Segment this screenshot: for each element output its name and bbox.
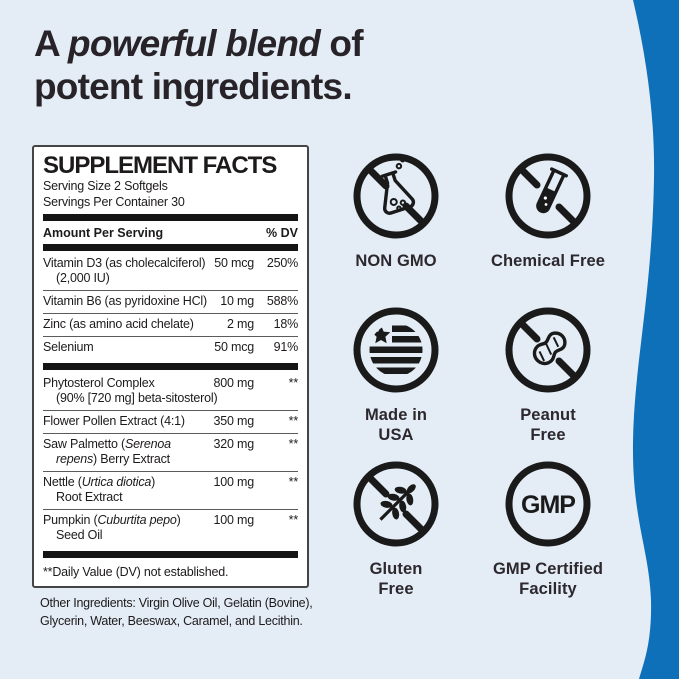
supplement-row: Saw Palmetto (Serenoa repens) Berry Extra… — [43, 433, 298, 471]
nutrient-dv: 250% — [266, 256, 298, 270]
badge-label: NON GMO — [355, 252, 437, 270]
nutrient-amount: 10 mg — [220, 294, 254, 308]
badge-label: Gluten Free — [369, 560, 423, 598]
nutrient-name: Saw Palmetto (Serenoa repens) Berry Extra… — [43, 437, 171, 466]
other-ingredients-line1: Other Ingredients: Virgin Olive Oil, Gel… — [40, 596, 313, 610]
nutrient-amount: 100 mg — [213, 475, 255, 489]
other-ingredients-line2: Glycerin, Water, Beeswax, Caramel, and L… — [40, 614, 303, 628]
badge-peanut-free: Peanut Free — [472, 306, 624, 446]
nutrient-amount: 350 mg — [213, 414, 255, 428]
no-gluten-wheat-icon — [353, 461, 439, 547]
badge-gluten-free: Gluten Free — [320, 460, 472, 600]
supplement-row: Zinc (as amino acid chelate) 2 mg 18% — [43, 313, 298, 336]
servings-per-container: Servings Per Container 30 — [43, 194, 185, 209]
daily-value-footnote: **Daily Value (DV) not established. — [43, 565, 229, 579]
supplement-row: Vitamin B6 (as pyridoxine HCl) 10 mg 588% — [43, 290, 298, 313]
nutrient-name: Zinc (as amino acid chelate) — [43, 317, 194, 331]
nutrient-amount: 2 mg — [227, 317, 254, 331]
other-ingredients: Other Ingredients: Virgin Olive Oil, Gel… — [40, 594, 360, 630]
nutrient-name: Phytosterol Complex (90% [720 mg] beta-si… — [43, 376, 218, 405]
badge-non-gmo: NON GMO — [320, 152, 472, 292]
nutrient-dv: 91% — [273, 340, 299, 354]
no-chemical-test-tube-icon — [505, 153, 591, 239]
badge-label: Peanut Free — [520, 406, 576, 444]
badge-label: Made in USA — [364, 406, 428, 444]
divider-bar — [43, 551, 298, 558]
nutrient-name: Pumpkin (Cuburtita pepo) Seed Oil — [43, 513, 181, 542]
badge-made-in-usa: Made in USA — [320, 306, 472, 446]
nutrient-dv: 588% — [266, 294, 298, 308]
nutrient-dv: 18% — [273, 317, 299, 331]
divider-bar — [43, 214, 298, 221]
nutrient-dv: ** — [288, 437, 299, 451]
gmp-badge-icon: GMP — [505, 461, 591, 547]
botanicals-group: Phytosterol Complex (90% [720 mg] beta-si… — [43, 373, 298, 547]
title-emphasis: powerful blend — [68, 23, 321, 64]
feature-badges: NON GMO Chemical Free — [320, 152, 624, 600]
nutrient-name: Flower Pollen Extract (4:1) — [43, 414, 185, 428]
supplement-row: Selenium 50 mcg 91% — [43, 336, 298, 359]
vitamins-group: Vitamin D3 (as cholecalciferol) (2,000 IU… — [43, 253, 298, 359]
nutrient-amount: 320 mg — [213, 437, 255, 451]
supplement-row: Flower Pollen Extract (4:1) 350 mg ** — [43, 410, 298, 433]
divider-bar — [43, 363, 298, 370]
nutrient-amount: 50 mcg — [214, 256, 254, 270]
nutrient-amount: 50 mcg — [214, 340, 254, 354]
percent-dv-header: % DV — [266, 226, 298, 240]
supplement-facts-panel: SUPPLEMENT FACTS Serving Size 2 Softgels… — [32, 145, 309, 588]
nutrient-name: Vitamin B6 (as pyridoxine HCl) — [43, 294, 207, 308]
supplement-row: Vitamin D3 (as cholecalciferol) (2,000 IU… — [43, 253, 298, 290]
gmp-icon-text: GMP — [521, 491, 575, 519]
page-title-line1: A powerful blend of — [34, 23, 364, 64]
nutrient-dv: ** — [288, 513, 299, 527]
supplement-row: Pumpkin (Cuburtita pepo) Seed Oil 100 mg ** — [43, 509, 298, 547]
badge-gmp-certified: GMP GMP Certified Facility — [472, 460, 624, 600]
nutrient-dv: ** — [288, 475, 299, 489]
nutrient-name: Selenium — [43, 340, 94, 354]
badge-label: GMP Certified Facility — [492, 560, 604, 598]
page-title-line2: potent ingredients. — [34, 66, 353, 107]
serving-size: Serving Size 2 Softgels — [43, 179, 168, 193]
divider-bar — [43, 244, 298, 251]
no-gmo-flask-icon — [353, 153, 439, 239]
nutrient-name: Vitamin D3 (as cholecalciferol) (2,000 IU… — [43, 256, 206, 285]
nutrient-amount: 800 mg — [213, 376, 255, 390]
badge-label: Chemical Free — [490, 252, 606, 270]
no-peanut-icon — [505, 307, 591, 393]
page-title: A powerful blend of potent ingredients. — [34, 22, 364, 108]
supplement-row: Nettle (Urtica diotica) Root Extract 100 m… — [43, 471, 298, 509]
badge-chemical-free: Chemical Free — [472, 152, 624, 292]
usa-flag-icon — [353, 307, 439, 393]
nutrient-name: Nettle (Urtica diotica) Root Extract — [43, 475, 156, 504]
nutrient-dv: ** — [288, 414, 299, 428]
supplement-row: Phytosterol Complex (90% [720 mg] beta-si… — [43, 373, 298, 410]
column-header-row: Amount Per Serving % DV — [43, 224, 298, 242]
nutrient-amount: 100 mg — [213, 513, 255, 527]
amount-per-serving-header: Amount Per Serving — [43, 226, 164, 240]
nutrient-dv: ** — [288, 376, 299, 390]
supplement-facts-title: SUPPLEMENT FACTS — [43, 152, 277, 179]
